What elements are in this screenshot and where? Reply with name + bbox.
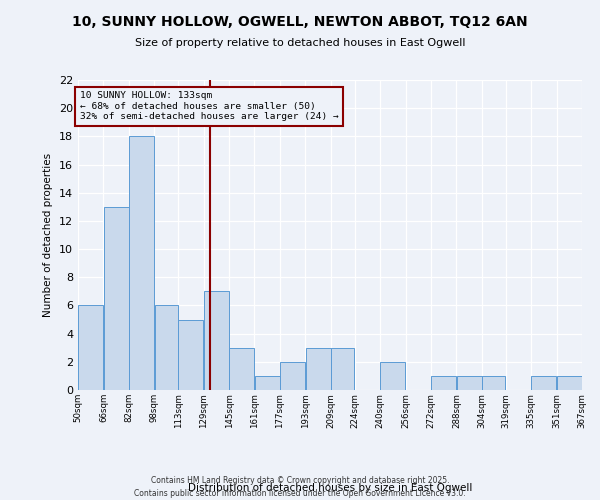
Bar bbox=[229, 348, 254, 390]
Bar bbox=[331, 348, 355, 390]
Bar bbox=[431, 376, 456, 390]
Bar bbox=[129, 136, 154, 390]
Y-axis label: Number of detached properties: Number of detached properties bbox=[43, 153, 53, 317]
X-axis label: Distribution of detached houses by size in East Ogwell: Distribution of detached houses by size … bbox=[188, 483, 472, 493]
Text: 10, SUNNY HOLLOW, OGWELL, NEWTON ABBOT, TQ12 6AN: 10, SUNNY HOLLOW, OGWELL, NEWTON ABBOT, … bbox=[72, 15, 528, 29]
Text: Contains HM Land Registry data © Crown copyright and database right 2025.
Contai: Contains HM Land Registry data © Crown c… bbox=[134, 476, 466, 498]
Bar bbox=[155, 306, 178, 390]
Bar bbox=[104, 207, 128, 390]
Bar bbox=[204, 292, 229, 390]
Bar bbox=[280, 362, 305, 390]
Bar bbox=[78, 306, 103, 390]
Text: 10 SUNNY HOLLOW: 133sqm
← 68% of detached houses are smaller (50)
32% of semi-de: 10 SUNNY HOLLOW: 133sqm ← 68% of detache… bbox=[80, 92, 338, 121]
Bar bbox=[457, 376, 482, 390]
Bar bbox=[305, 348, 331, 390]
Bar bbox=[532, 376, 556, 390]
Bar bbox=[557, 376, 582, 390]
Bar bbox=[482, 376, 505, 390]
Bar bbox=[178, 320, 203, 390]
Bar bbox=[380, 362, 405, 390]
Text: Size of property relative to detached houses in East Ogwell: Size of property relative to detached ho… bbox=[135, 38, 465, 48]
Bar bbox=[255, 376, 280, 390]
